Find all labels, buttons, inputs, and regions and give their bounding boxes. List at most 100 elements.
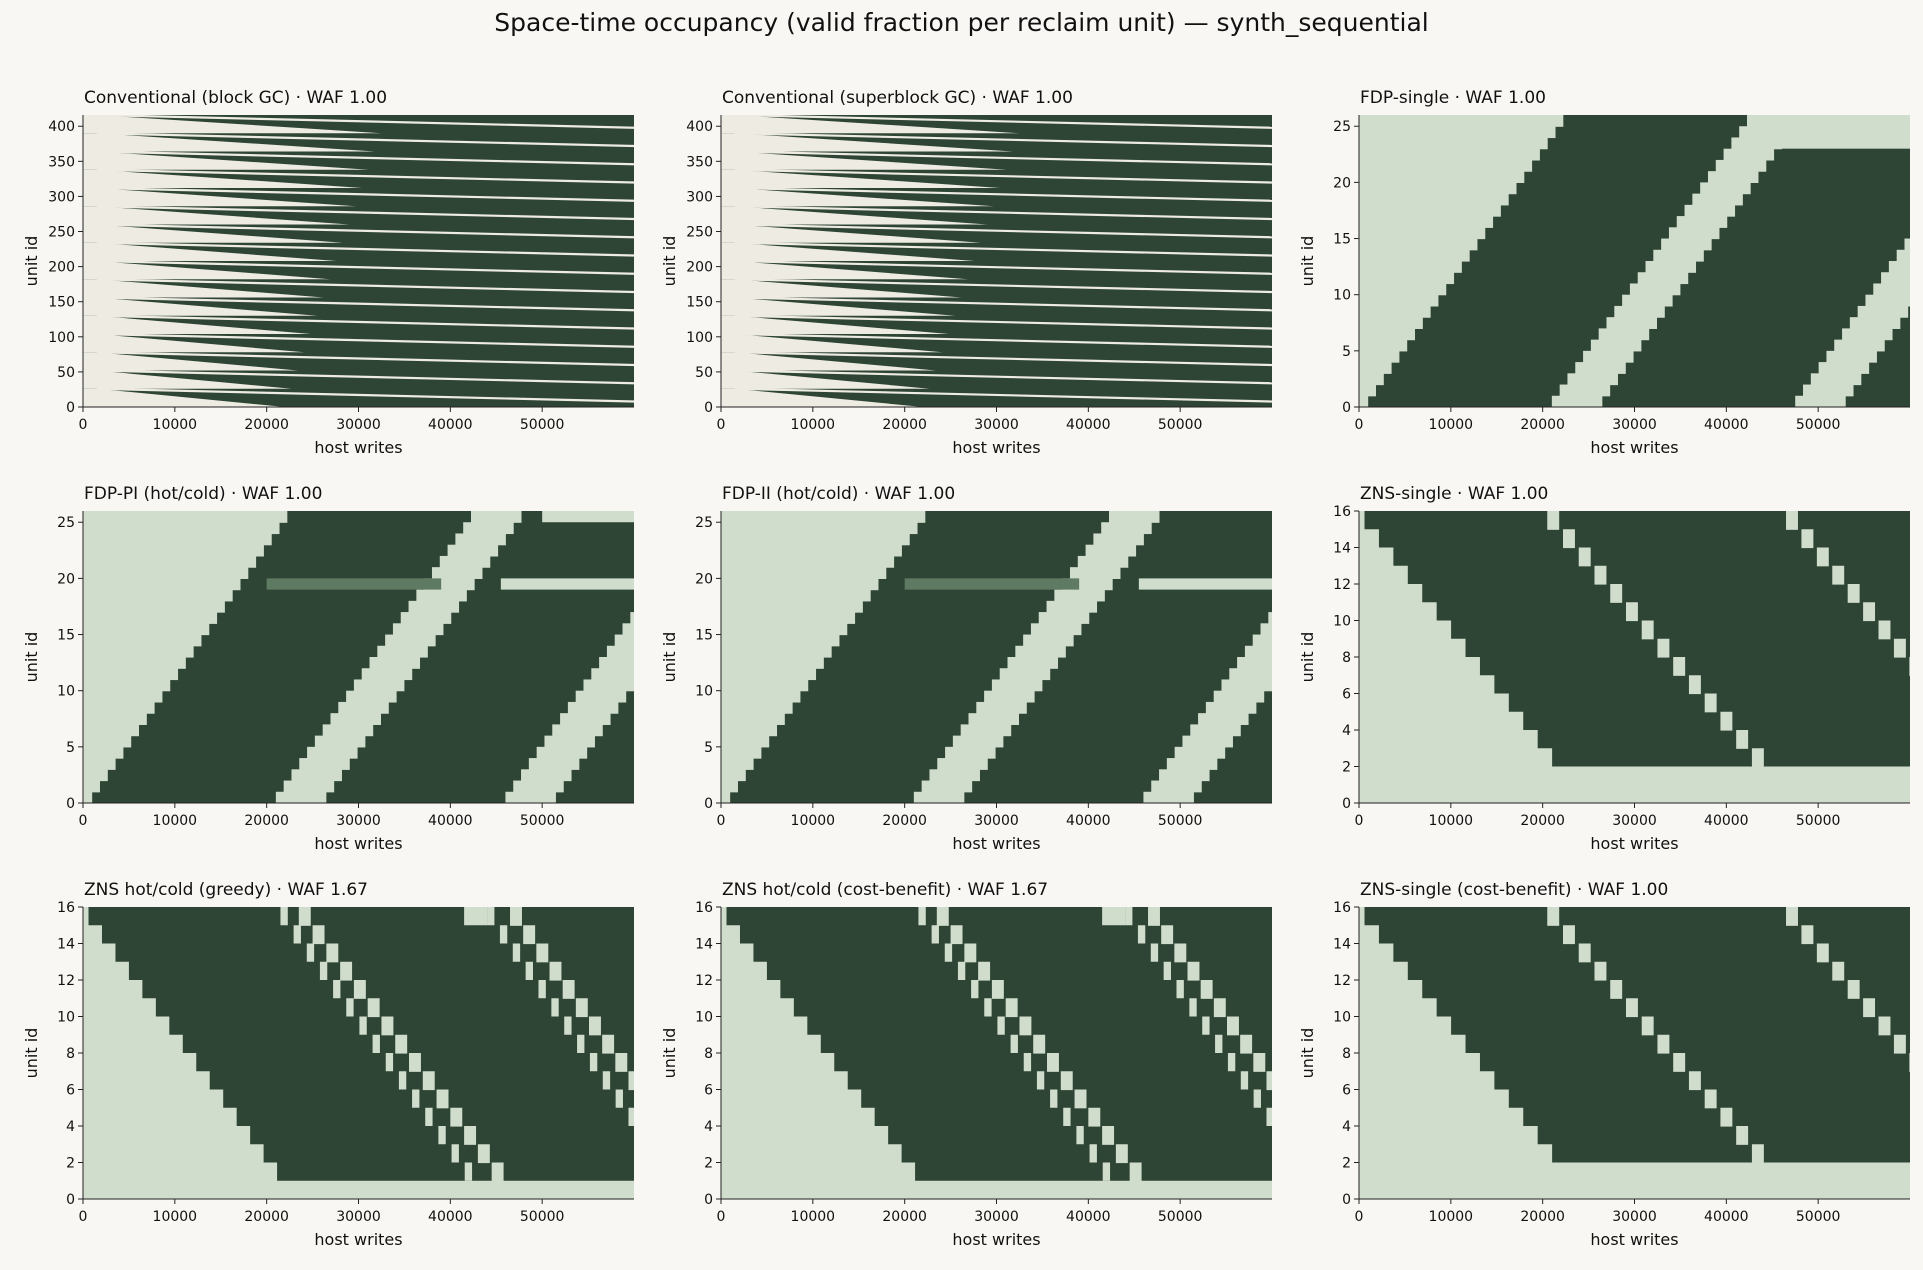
empty-cell	[470, 511, 522, 523]
y-tick-label: 25	[57, 515, 75, 531]
stair-cell	[918, 907, 926, 926]
erase-band-cell	[1832, 961, 1845, 981]
empty-cell	[83, 925, 102, 945]
erase-band-cell	[1019, 1016, 1032, 1036]
empty-cell	[1268, 612, 1272, 624]
empty-cell	[1359, 294, 1439, 307]
erase-band-cell	[655, 1108, 667, 1127]
empty-cell	[721, 701, 793, 714]
erase-band-cell	[1720, 1107, 1733, 1127]
empty-cell	[1700, 182, 1751, 195]
empty-cell	[567, 701, 619, 714]
erase-band-cell	[1801, 529, 1814, 549]
fill-wedge	[721, 188, 994, 207]
empty-cell	[83, 1107, 237, 1127]
empty-cell	[400, 612, 452, 624]
x-tick-label: 10000	[791, 1209, 836, 1225]
empty-cell	[83, 780, 100, 793]
empty-cell	[1359, 182, 1517, 195]
stair-cell	[1279, 1126, 1286, 1144]
empty-cell	[528, 758, 580, 770]
fill-wedge	[721, 133, 1014, 152]
empty-cell	[1359, 115, 1564, 127]
erase-band-cell	[1161, 925, 1174, 945]
empty-cell	[1818, 362, 1870, 374]
heatmap-panel-9: 0 10000 20000 30000 40000 50000 0 2 4 6 8 10 12 14 16 Z…	[1298, 880, 1910, 1249]
erase-band-cell	[936, 907, 949, 926]
stair-cell	[1266, 1107, 1272, 1126]
empty-cell	[283, 780, 335, 793]
y-tick-label: 2	[1342, 760, 1351, 776]
erase-band-cell	[1704, 693, 1717, 713]
empty-cell	[638, 601, 689, 613]
empty-cell	[591, 668, 634, 681]
empty-cell	[83, 555, 257, 568]
empty-cell	[721, 522, 918, 535]
x-tick-label: 0	[79, 417, 88, 433]
erase-band-cell	[1547, 907, 1560, 926]
y-tick-label: 10	[1333, 288, 1351, 304]
empty-cell	[1359, 1034, 1466, 1054]
fill-wedge	[83, 169, 363, 188]
empty-cell	[669, 556, 720, 568]
empty-cell	[1359, 1126, 1538, 1145]
gc-stripe	[734, 132, 1272, 148]
y-tick-label: 4	[66, 1119, 75, 1135]
empty-cell	[1359, 1053, 1480, 1072]
stair-cell	[1023, 1053, 1032, 1072]
empty-cell	[361, 668, 413, 681]
empty-cell	[1715, 159, 1767, 172]
gc-stripe	[734, 115, 1272, 129]
empty-cell	[1359, 961, 1408, 981]
empty-cell	[1359, 126, 1556, 139]
erase-band-cell	[1187, 961, 1200, 981]
heatmap-panel-8: 0 10000 20000 30000 40000 50000 0 2 4 6 8 10 12 14 16 Z…	[660, 880, 1286, 1249]
erase-band-cell	[510, 907, 522, 926]
y-axis-label: unit id	[22, 632, 41, 683]
empty-cell	[721, 578, 879, 591]
empty-cell	[1244, 645, 1272, 658]
erase-band-cell	[1129, 1162, 1142, 1182]
empty-cell	[1575, 362, 1626, 374]
empty-cell	[83, 533, 272, 546]
y-tick-label: 0	[704, 1192, 713, 1208]
y-tick-label: 10	[695, 684, 713, 700]
y-tick-label: 14	[1333, 937, 1351, 953]
empty-cell	[1359, 249, 1470, 262]
empty-cell	[721, 713, 785, 725]
x-tick-label: 10000	[1429, 417, 1474, 433]
empty-cell	[1359, 675, 1495, 695]
y-tick-label: 2	[66, 1156, 75, 1172]
empty-cell	[1359, 529, 1379, 549]
heatmap-panel-1: 0 10000 20000 30000 40000 50000 0 50 100 150 200 25…	[22, 88, 634, 457]
empty-cell	[1062, 578, 1113, 591]
stair-cell	[615, 1089, 623, 1108]
stair-cell	[1102, 1162, 1111, 1181]
x-axis-label: host writes	[1590, 438, 1678, 457]
stair-cell	[564, 1016, 572, 1035]
empty-cell	[83, 961, 129, 981]
panel-title: ZNS hot/cold (greedy) · WAF 1.67	[84, 880, 368, 900]
empty-cell	[721, 1071, 848, 1091]
empty-cell	[1359, 907, 1365, 926]
heatmap-cells	[721, 511, 1272, 803]
erase-band-cell	[978, 961, 991, 981]
empty-cell	[1857, 305, 1909, 318]
erase-band-cell	[1266, 1071, 1272, 1091]
x-tick-label: 10000	[153, 1209, 198, 1225]
erase-band-cell	[395, 1034, 408, 1054]
empty-cell	[1629, 283, 1681, 296]
y-tick-label: 15	[1333, 232, 1351, 248]
erase-band-cell	[668, 1126, 680, 1145]
gc-stripe	[96, 241, 634, 257]
empty-cell	[83, 758, 116, 770]
fill-wedge	[83, 370, 292, 389]
empty-cell	[83, 791, 93, 803]
erase-band-cell	[1033, 1034, 1046, 1054]
x-tick-label: 20000	[882, 1209, 927, 1225]
empty-cell	[1359, 925, 1379, 945]
erase-band-cell	[1909, 1053, 1910, 1072]
top-empty-cell	[1102, 907, 1126, 926]
empty-cell	[1093, 533, 1144, 546]
empty-cell	[83, 668, 179, 681]
